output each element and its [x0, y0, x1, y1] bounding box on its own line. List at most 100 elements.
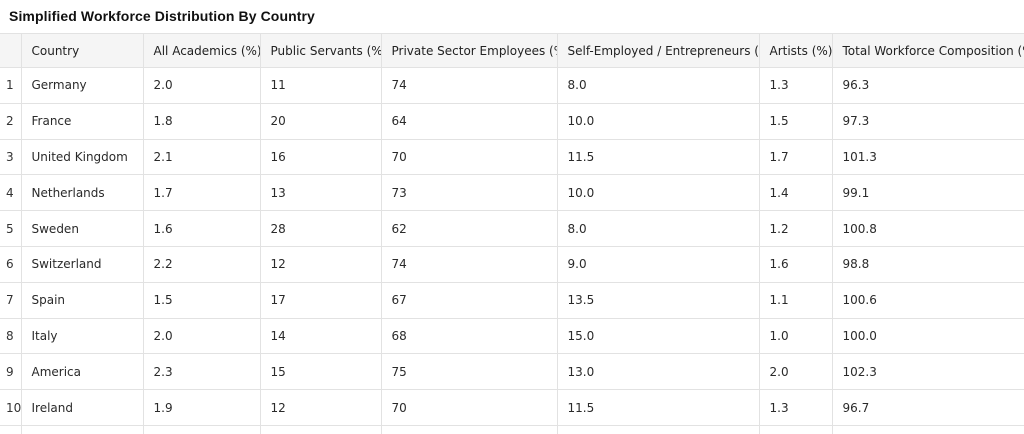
cell-country[interactable]: America: [20, 353, 144, 391]
table-row: 5 Sweden 1.6 28 62 8.0 1.2 100.8: [0, 210, 1024, 247]
cell-self-employed[interactable]: 9.0: [556, 245, 760, 283]
cell-total-workforce[interactable]: 100.0: [831, 317, 1024, 355]
cell-total-workforce[interactable]: 99.1: [831, 174, 1024, 212]
cell-public-servants[interactable]: 15: [259, 353, 382, 391]
cell-private-sector[interactable]: 74: [380, 67, 558, 104]
cell-public-servants[interactable]: 12: [259, 245, 382, 283]
row-index: 4: [0, 174, 22, 212]
cell-all-academics[interactable]: 1.5: [142, 281, 261, 319]
data-table: Country All Academics (%) Public Servant…: [0, 33, 1024, 434]
cell-artists[interactable]: 1.0: [758, 317, 833, 355]
cell-artists[interactable]: 1.4: [758, 174, 833, 212]
row-index: [0, 424, 22, 434]
cell-country[interactable]: Sweden: [20, 210, 144, 247]
cell-private-sector[interactable]: 64: [380, 102, 558, 140]
cell-public-servants[interactable]: 20: [259, 102, 382, 140]
cell-total-workforce[interactable]: 100.8: [831, 210, 1024, 247]
data-table-container[interactable]: Country All Academics (%) Public Servant…: [0, 33, 1024, 434]
cell-artists[interactable]: 1.3: [758, 67, 833, 104]
table-row: 1 Germany 2.0 11 74 8.0 1.3 96.3: [0, 67, 1024, 104]
cell-public-servants[interactable]: 11: [259, 67, 382, 104]
table-row-partial: [0, 424, 1024, 434]
column-header-country[interactable]: Country: [20, 33, 144, 68]
row-index: 8: [0, 317, 22, 355]
cell-artists[interactable]: 1.1: [758, 281, 833, 319]
table-row: 2 France 1.8 20 64 10.0 1.5 97.3: [0, 102, 1024, 140]
cell-artists[interactable]: 1.6: [758, 245, 833, 283]
cell-public-servants[interactable]: 12: [259, 389, 382, 426]
cell-all-academics[interactable]: 1.7: [142, 174, 261, 212]
cell-private-sector[interactable]: 73: [380, 174, 558, 212]
cell-private-sector[interactable]: 74: [380, 245, 558, 283]
cell-total-workforce[interactable]: 101.3: [831, 138, 1024, 176]
cell-private-sector[interactable]: 75: [380, 353, 558, 391]
page-title: Simplified Workforce Distribution By Cou…: [9, 8, 315, 24]
cell-self-employed[interactable]: 15.0: [556, 317, 760, 355]
cell-private-sector[interactable]: 67: [380, 281, 558, 319]
cell-country[interactable]: France: [20, 102, 144, 140]
column-header-self-employed[interactable]: Self-Employed / Entrepreneurs (%): [556, 33, 760, 68]
cell-all-academics[interactable]: 2.2: [142, 245, 261, 283]
cell-total-workforce[interactable]: 96.3: [831, 67, 1024, 104]
cell-all-academics[interactable]: 2.0: [142, 317, 261, 355]
cell-total-workforce[interactable]: 100.6: [831, 281, 1024, 319]
cell-all-academics[interactable]: 1.6: [142, 210, 261, 247]
cell-self-employed[interactable]: 11.5: [556, 389, 760, 426]
cell-all-academics[interactable]: 1.8: [142, 102, 261, 140]
cell-all-academics[interactable]: 1.9: [142, 389, 261, 426]
cell-empty: [259, 424, 382, 434]
cell-country[interactable]: Switzerland: [20, 245, 144, 283]
row-index: 7: [0, 281, 22, 319]
cell-country[interactable]: Ireland: [20, 389, 144, 426]
cell-total-workforce[interactable]: 96.7: [831, 389, 1024, 426]
column-header-private-sector[interactable]: Private Sector Employees (%): [380, 33, 558, 68]
cell-total-workforce[interactable]: 102.3: [831, 353, 1024, 391]
cell-public-servants[interactable]: 16: [259, 138, 382, 176]
table-row: 4 Netherlands 1.7 13 73 10.0 1.4 99.1: [0, 174, 1024, 212]
cell-all-academics[interactable]: 2.3: [142, 353, 261, 391]
column-header-public-servants[interactable]: Public Servants (%): [259, 33, 382, 68]
cell-public-servants[interactable]: 17: [259, 281, 382, 319]
header-row: Country All Academics (%) Public Servant…: [0, 33, 1024, 68]
cell-public-servants[interactable]: 14: [259, 317, 382, 355]
cell-artists[interactable]: 2.0: [758, 353, 833, 391]
cell-self-employed[interactable]: 10.0: [556, 174, 760, 212]
cell-total-workforce[interactable]: 97.3: [831, 102, 1024, 140]
cell-country[interactable]: Spain: [20, 281, 144, 319]
cell-artists[interactable]: 1.2: [758, 210, 833, 247]
cell-self-employed[interactable]: 13.5: [556, 281, 760, 319]
cell-self-employed[interactable]: 8.0: [556, 67, 760, 104]
column-header-all-academics[interactable]: All Academics (%): [142, 33, 261, 68]
cell-private-sector[interactable]: 70: [380, 138, 558, 176]
cell-self-employed[interactable]: 13.0: [556, 353, 760, 391]
cell-private-sector[interactable]: 70: [380, 389, 558, 426]
cell-total-workforce[interactable]: 98.8: [831, 245, 1024, 283]
row-index: 2: [0, 102, 22, 140]
cell-empty: [142, 424, 261, 434]
cell-self-employed[interactable]: 10.0: [556, 102, 760, 140]
table-row: 7 Spain 1.5 17 67 13.5 1.1 100.6: [0, 281, 1024, 319]
cell-public-servants[interactable]: 13: [259, 174, 382, 212]
column-header-total-workforce[interactable]: Total Workforce Composition (%): [831, 33, 1024, 68]
cell-artists[interactable]: 1.3: [758, 389, 833, 426]
row-index: 10: [0, 389, 22, 426]
row-index: 1: [0, 67, 22, 104]
cell-public-servants[interactable]: 28: [259, 210, 382, 247]
cell-country[interactable]: Netherlands: [20, 174, 144, 212]
cell-country[interactable]: United Kingdom: [20, 138, 144, 176]
cell-empty: [556, 424, 760, 434]
cell-self-employed[interactable]: 11.5: [556, 138, 760, 176]
cell-all-academics[interactable]: 2.0: [142, 67, 261, 104]
cell-empty: [380, 424, 558, 434]
table-row: 10 Ireland 1.9 12 70 11.5 1.3 96.7: [0, 389, 1024, 426]
column-header-artists[interactable]: Artists (%): [758, 33, 833, 68]
cell-artists[interactable]: 1.5: [758, 102, 833, 140]
cell-artists[interactable]: 1.7: [758, 138, 833, 176]
cell-private-sector[interactable]: 62: [380, 210, 558, 247]
cell-country[interactable]: Italy: [20, 317, 144, 355]
cell-empty: [758, 424, 833, 434]
cell-country[interactable]: Germany: [20, 67, 144, 104]
cell-self-employed[interactable]: 8.0: [556, 210, 760, 247]
cell-all-academics[interactable]: 2.1: [142, 138, 261, 176]
cell-private-sector[interactable]: 68: [380, 317, 558, 355]
